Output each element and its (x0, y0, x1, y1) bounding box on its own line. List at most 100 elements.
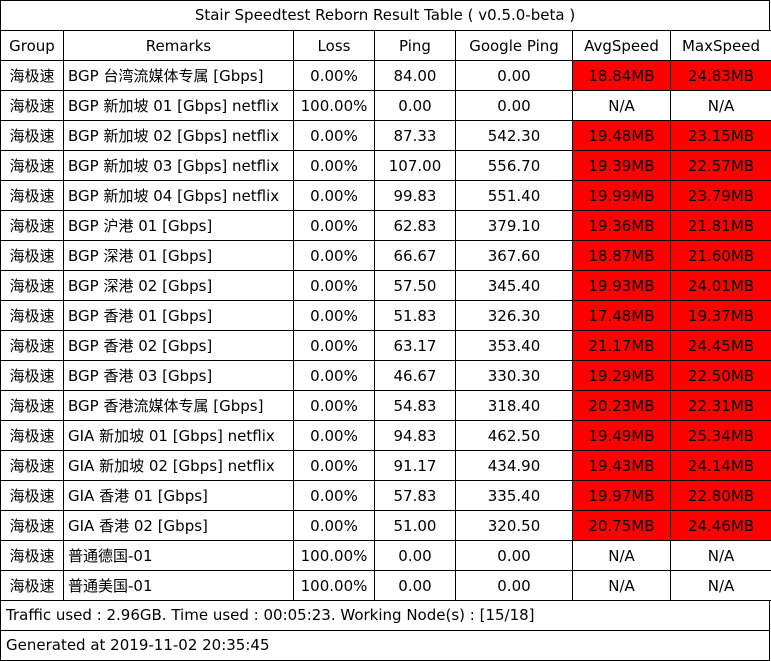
cell-loss: 0.00% (294, 241, 375, 271)
cell-group: 海极速 (1, 241, 64, 271)
cell-max-speed: 24.01MB (671, 271, 771, 301)
cell-google-ping: 335.40 (456, 481, 573, 511)
cell-group: 海极速 (1, 541, 64, 571)
cell-ping: 57.50 (375, 271, 456, 301)
cell-avg-speed: 19.99MB (573, 181, 671, 211)
cell-google-ping: 367.60 (456, 241, 573, 271)
cell-google-ping: 326.30 (456, 301, 573, 331)
cell-max-speed: 22.80MB (671, 481, 771, 511)
header-remarks: Remarks (64, 31, 294, 61)
cell-max-speed: 25.34MB (671, 421, 771, 451)
cell-group: 海极速 (1, 331, 64, 361)
cell-google-ping: 0.00 (456, 571, 573, 601)
cell-loss: 0.00% (294, 301, 375, 331)
cell-max-speed: 24.83MB (671, 61, 771, 91)
cell-loss: 100.00% (294, 571, 375, 601)
cell-max-speed: 22.31MB (671, 391, 771, 421)
cell-google-ping: 318.40 (456, 391, 573, 421)
cell-ping: 0.00 (375, 571, 456, 601)
cell-loss: 0.00% (294, 271, 375, 301)
header-avg-speed: AvgSpeed (573, 31, 671, 61)
cell-google-ping: 345.40 (456, 271, 573, 301)
cell-loss: 100.00% (294, 541, 375, 571)
cell-group: 海极速 (1, 511, 64, 541)
cell-max-speed: 24.45MB (671, 331, 771, 361)
cell-remarks: BGP 新加坡 03 [Gbps] netflix (64, 151, 294, 181)
cell-google-ping: 551.40 (456, 181, 573, 211)
cell-loss: 0.00% (294, 511, 375, 541)
cell-loss: 0.00% (294, 391, 375, 421)
result-table: Group Remarks Loss Ping Google Ping AvgS… (0, 30, 771, 601)
cell-loss: 0.00% (294, 421, 375, 451)
cell-remarks: 普通德国-01 (64, 541, 294, 571)
cell-google-ping: 556.70 (456, 151, 573, 181)
cell-remarks: GIA 香港 01 [Gbps] (64, 481, 294, 511)
cell-group: 海极速 (1, 271, 64, 301)
cell-max-speed: 22.50MB (671, 361, 771, 391)
cell-avg-speed: 19.36MB (573, 211, 671, 241)
cell-google-ping: 542.30 (456, 121, 573, 151)
cell-loss: 0.00% (294, 331, 375, 361)
cell-ping: 99.83 (375, 181, 456, 211)
header-loss: Loss (294, 31, 375, 61)
header-google-ping: Google Ping (456, 31, 573, 61)
cell-remarks: BGP 香港 02 [Gbps] (64, 331, 294, 361)
cell-ping: 0.00 (375, 91, 456, 121)
header-row: Group Remarks Loss Ping Google Ping AvgS… (1, 31, 771, 61)
header-group: Group (1, 31, 64, 61)
cell-group: 海极速 (1, 421, 64, 451)
cell-loss: 0.00% (294, 121, 375, 151)
cell-ping: 87.33 (375, 121, 456, 151)
cell-max-speed: 24.14MB (671, 451, 771, 481)
cell-max-speed: 21.60MB (671, 241, 771, 271)
cell-avg-speed: 17.48MB (573, 301, 671, 331)
cell-group: 海极速 (1, 481, 64, 511)
cell-google-ping: 0.00 (456, 541, 573, 571)
cell-loss: 0.00% (294, 211, 375, 241)
cell-ping: 0.00 (375, 541, 456, 571)
header-ping: Ping (375, 31, 456, 61)
cell-google-ping: 320.50 (456, 511, 573, 541)
cell-ping: 46.67 (375, 361, 456, 391)
cell-remarks: BGP 香港 01 [Gbps] (64, 301, 294, 331)
cell-remarks: BGP 台湾流媒体专属 [Gbps] (64, 61, 294, 91)
cell-max-speed: N/A (671, 91, 771, 121)
cell-group: 海极速 (1, 61, 64, 91)
cell-group: 海极速 (1, 211, 64, 241)
cell-ping: 62.83 (375, 211, 456, 241)
cell-loss: 0.00% (294, 61, 375, 91)
cell-avg-speed: 18.84MB (573, 61, 671, 91)
cell-avg-speed: 18.87MB (573, 241, 671, 271)
cell-google-ping: 0.00 (456, 61, 573, 91)
cell-avg-speed: 19.49MB (573, 421, 671, 451)
traffic-summary: Traffic used : 2.96GB. Time used : 00:05… (0, 601, 770, 631)
cell-google-ping: 462.50 (456, 421, 573, 451)
cell-ping: 54.83 (375, 391, 456, 421)
cell-group: 海极速 (1, 91, 64, 121)
header-max-speed: MaxSpeed (671, 31, 771, 61)
cell-loss: 0.00% (294, 451, 375, 481)
cell-loss: 0.00% (294, 361, 375, 391)
cell-google-ping: 353.40 (456, 331, 573, 361)
cell-group: 海极速 (1, 121, 64, 151)
cell-google-ping: 330.30 (456, 361, 573, 391)
cell-ping: 51.83 (375, 301, 456, 331)
cell-avg-speed: 19.97MB (573, 481, 671, 511)
cell-avg-speed: 21.17MB (573, 331, 671, 361)
cell-avg-speed: 19.48MB (573, 121, 671, 151)
cell-remarks: BGP 新加坡 01 [Gbps] netflix (64, 91, 294, 121)
